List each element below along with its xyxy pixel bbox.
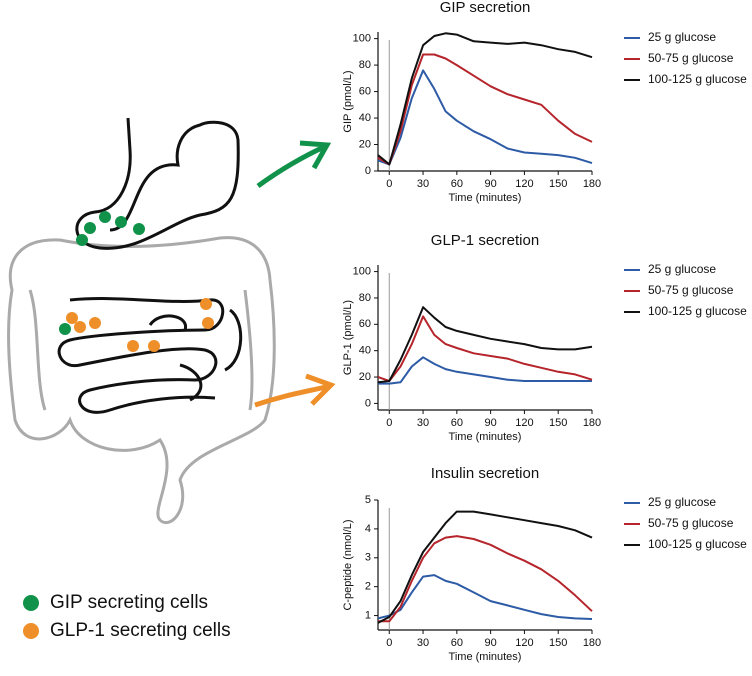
y-tick-label: 3 — [365, 552, 371, 564]
series-line — [378, 535, 593, 623]
x-axis-label: Time (minutes) — [449, 651, 522, 663]
x-tick-label: 30 — [417, 417, 429, 429]
x-tick-label: 120 — [515, 417, 533, 429]
y-tick-label: 100 — [353, 33, 371, 45]
y-tick-label: 2 — [365, 581, 371, 593]
y-tick-label: 80 — [359, 59, 371, 71]
x-tick-label: 0 — [386, 417, 392, 429]
legend-label: 50-75 g glucose — [648, 51, 734, 65]
gip-cell-dot — [84, 222, 96, 234]
y-tick-label: 4 — [365, 523, 371, 535]
gut-diagram — [7, 117, 336, 524]
y-axis-label: GIP (pmol/L) — [342, 70, 354, 132]
y-tick-label: 5 — [365, 494, 371, 506]
y-tick-label: 0 — [365, 165, 371, 177]
x-tick-label: 180 — [583, 178, 601, 190]
cell-legend-dot — [23, 595, 39, 611]
x-tick-label: 60 — [451, 178, 463, 190]
glp1-cell-dot — [74, 321, 86, 333]
legend-label: 25 g glucose — [648, 262, 716, 276]
y-tick-label: 40 — [359, 112, 371, 124]
y-tick-label: 60 — [359, 318, 371, 330]
x-tick-label: 180 — [583, 417, 601, 429]
y-axis-label: GLP-1 (pmol/L) — [342, 300, 354, 375]
y-tick-label: 60 — [359, 85, 371, 97]
x-tick-label: 30 — [417, 178, 429, 190]
gip-cell-dot — [115, 216, 127, 228]
gip-cell-dot — [76, 234, 88, 246]
series-line — [377, 32, 593, 166]
cell-legend: GIP secreting cells GLP-1 secreting cells — [23, 592, 231, 641]
legend-label: 100-125 g glucose — [648, 304, 747, 318]
x-tick-label: 150 — [549, 417, 567, 429]
legend-label: 25 g glucose — [648, 495, 716, 509]
y-tick-label: 80 — [359, 292, 371, 304]
x-axis-label: Time (minutes) — [449, 431, 522, 443]
gip-cell-dot — [99, 211, 111, 223]
legend-label: 100-125 g glucose — [648, 72, 747, 86]
y-axis-label: C-peptide (nmol/L) — [342, 519, 354, 610]
x-tick-label: 30 — [417, 637, 429, 649]
series-line — [377, 53, 593, 166]
cell-legend-dot — [23, 623, 39, 639]
x-tick-label: 60 — [451, 417, 463, 429]
stomach — [75, 117, 240, 250]
x-tick-label: 150 — [549, 178, 567, 190]
large-intestine — [7, 236, 276, 524]
x-tick-label: 90 — [485, 178, 497, 190]
chart-title: GIP secretion — [440, 0, 531, 16]
glp1-cell-dot — [127, 340, 139, 352]
gip-cell-dot — [133, 223, 145, 235]
glp1-arrow — [254, 373, 336, 408]
legend-label: 25 g glucose — [648, 30, 716, 44]
chart-title: Insulin secretion — [431, 465, 539, 482]
legend-label: 50-75 g glucose — [648, 283, 734, 297]
glp1-cell-dot — [66, 312, 78, 324]
series-line — [378, 356, 592, 385]
chart-title: GLP-1 secretion — [431, 232, 539, 249]
legend-label: 50-75 g glucose — [648, 516, 734, 530]
small-intestine — [57, 297, 243, 414]
glp1-cell-dot — [148, 340, 160, 352]
glp1-cell-dot — [202, 317, 214, 329]
x-tick-label: 150 — [549, 637, 567, 649]
x-tick-label: 60 — [451, 637, 463, 649]
x-tick-label: 120 — [515, 178, 533, 190]
y-tick-label: 0 — [365, 397, 371, 409]
legend-label: 100-125 g glucose — [648, 537, 747, 551]
x-tick-label: 90 — [485, 417, 497, 429]
series-line — [377, 510, 593, 624]
x-tick-label: 120 — [515, 637, 533, 649]
series-line — [377, 574, 593, 620]
series-line — [377, 315, 593, 382]
x-tick-label: 0 — [386, 178, 392, 190]
gip-cell-dot — [59, 323, 71, 335]
y-tick-label: 1 — [365, 609, 371, 621]
x-tick-label: 0 — [386, 637, 392, 649]
colon-detail — [28, 289, 254, 411]
series-line — [377, 69, 593, 166]
glp1-cell-dot — [200, 298, 212, 310]
gip-arrow — [256, 140, 332, 189]
y-tick-label: 20 — [359, 138, 371, 150]
x-axis-label: Time (minutes) — [449, 192, 522, 204]
y-tick-label: 20 — [359, 371, 371, 383]
cell-legend-label: GLP-1 secreting cells — [50, 620, 231, 641]
y-tick-label: 40 — [359, 345, 371, 357]
glp1-cell-dot — [89, 317, 101, 329]
x-tick-label: 180 — [583, 637, 601, 649]
x-tick-label: 90 — [485, 637, 497, 649]
cell-legend-label: GIP secreting cells — [50, 592, 208, 613]
y-tick-label: 100 — [353, 265, 371, 277]
series-line — [377, 306, 593, 384]
